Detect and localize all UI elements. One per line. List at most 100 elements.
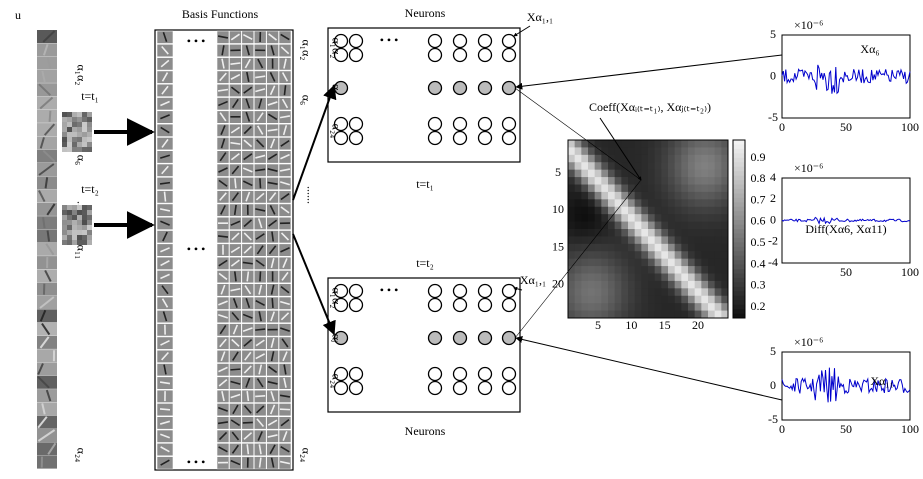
heat-cell [681, 251, 688, 259]
neuron [350, 299, 363, 312]
heat-cell [575, 259, 582, 267]
input-patch [77, 132, 82, 137]
heat-cell [595, 192, 602, 200]
input-patch [87, 235, 92, 240]
heat-cell [608, 185, 615, 193]
heat-cell [688, 229, 695, 237]
heat-cell [675, 288, 682, 296]
heat-cell [721, 155, 728, 163]
heat-cell [695, 303, 702, 311]
heat-cell [668, 177, 675, 185]
heat-cell [688, 288, 695, 296]
heat-cell [715, 229, 722, 237]
heat-cell [628, 281, 635, 289]
neuron [503, 382, 516, 395]
heat-cell [695, 214, 702, 222]
colorbar-cell [733, 144, 745, 149]
arrow [516, 55, 782, 87]
heat-cell [621, 296, 628, 304]
heat-cell [695, 155, 702, 163]
heat-cell [668, 147, 675, 155]
basis-stroke [247, 444, 248, 454]
heat-cell [688, 274, 695, 282]
label: 0 [770, 212, 776, 226]
label: 0.3 [751, 278, 766, 292]
heat-cell [655, 281, 662, 289]
label: Xα₁,₁ [527, 10, 553, 24]
heat-cell [715, 236, 722, 244]
heat-cell [648, 162, 655, 170]
heat-cell [575, 214, 582, 222]
heat-cell [608, 266, 615, 274]
heat-cell [621, 177, 628, 185]
heat-cell [635, 162, 642, 170]
heat-cell [615, 244, 622, 252]
input-patch [62, 112, 67, 117]
input-patch [82, 132, 87, 137]
heat-cell [581, 311, 588, 319]
input-patch [72, 230, 77, 235]
heat-cell [575, 244, 582, 252]
heat-cell [608, 281, 615, 289]
colorbar-cell [733, 242, 745, 247]
heat-cell [595, 251, 602, 259]
heat-cell [721, 244, 728, 252]
heat-cell [701, 214, 708, 222]
heat-cell [581, 266, 588, 274]
heat-cell [601, 177, 608, 185]
heat-cell [701, 222, 708, 230]
heat-cell [708, 147, 715, 155]
colorbar-cell [733, 207, 745, 212]
heat-cell [581, 214, 588, 222]
heat-cell [635, 207, 642, 215]
basis-stroke [255, 329, 265, 330]
heat-cell [595, 274, 602, 282]
heat-cell [648, 244, 655, 252]
heat-cell [701, 207, 708, 215]
heat-cell [681, 177, 688, 185]
heat-cell [688, 303, 695, 311]
heat-cell [688, 281, 695, 289]
neuron [479, 118, 492, 131]
heat-cell [595, 222, 602, 230]
heat-cell [701, 281, 708, 289]
neuron [429, 382, 442, 395]
heat-cell [641, 222, 648, 230]
heat-cell [701, 288, 708, 296]
heat-cell [668, 244, 675, 252]
heat-cell [581, 207, 588, 215]
label: 0 [779, 120, 785, 134]
heat-cell [621, 244, 628, 252]
heat-cell [668, 140, 675, 148]
heat-cell [575, 155, 582, 163]
heat-cell [568, 303, 575, 311]
heat-cell [708, 303, 715, 311]
heat-cell [601, 155, 608, 163]
heat-cell [688, 266, 695, 274]
heat-cell [595, 155, 602, 163]
heat-cell [675, 266, 682, 274]
heat-cell [608, 296, 615, 304]
colorbar-cell [733, 149, 745, 154]
label: • • • [380, 283, 399, 297]
heat-cell [581, 222, 588, 230]
heat-cell [661, 155, 668, 163]
heat-cell [708, 214, 715, 222]
label: α₂₄ [329, 374, 343, 389]
label: 50 [840, 422, 852, 436]
heat-cell [681, 192, 688, 200]
heat-cell [688, 207, 695, 215]
label: ×10⁻⁶ [794, 18, 823, 32]
heat-cell [648, 207, 655, 215]
heat-cell [688, 214, 695, 222]
heat-cell [628, 288, 635, 296]
colorbar-cell [733, 153, 745, 158]
heat-cell [588, 288, 595, 296]
heat-cell [621, 214, 628, 222]
neuron [479, 35, 492, 48]
heat-cell [708, 185, 715, 193]
neuron [454, 368, 467, 381]
label: Xα₆ [860, 42, 879, 56]
heat-cell [668, 185, 675, 193]
heat-cell [681, 311, 688, 319]
